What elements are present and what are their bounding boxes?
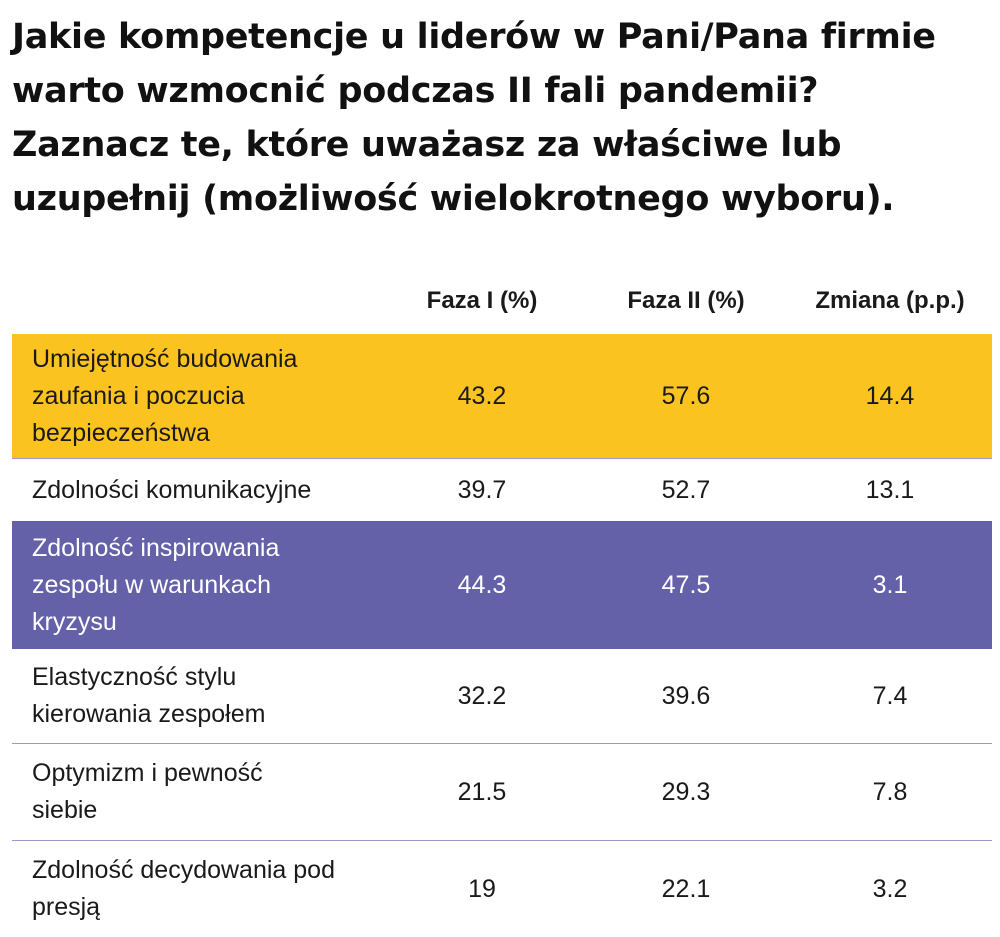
table-row-optimism: Optymizm i pewność siebie 21.5 29.3 7.8 — [12, 744, 992, 841]
row-faza-2: 57.6 — [661, 381, 711, 410]
row-faza-2: 22.1 — [661, 874, 711, 903]
row-label: Zdolność inspirowania zespołu w warunkac… — [32, 533, 280, 636]
row-faza-1: 32.2 — [457, 681, 507, 710]
row-faza-1: 43.2 — [457, 381, 507, 410]
row-label: Umiejętność budowania zaufania i poczuci… — [32, 344, 298, 447]
header-zmiana: Zmiana (p.p.) — [815, 287, 965, 314]
row-faza-1: 39.7 — [457, 475, 507, 504]
row-zmiana: 7.4 — [872, 681, 908, 710]
row-zmiana: 3.1 — [872, 570, 908, 599]
row-faza-2: 29.3 — [661, 777, 711, 806]
table-row-trust: Umiejętność budowania zaufania i poczuci… — [12, 334, 992, 459]
table-row-inspiring: Zdolność inspirowania zespołu w warunkac… — [12, 521, 992, 649]
competencies-table: Faza I (%) Faza II (%) Zmiana (p.p.) Umi… — [12, 268, 992, 937]
row-faza-1: 19 — [468, 874, 496, 903]
table-row-flexibility: Elastyczność stylu kierowania zespołem 3… — [12, 649, 992, 744]
header-faza-1: Faza I (%) — [426, 287, 538, 314]
row-faza-2: 47.5 — [661, 570, 711, 599]
row-label: Zdolności komunikacyjne — [32, 475, 312, 504]
row-faza-1: 21.5 — [457, 777, 507, 806]
row-faza-1: 44.3 — [457, 570, 507, 599]
row-zmiana: 7.8 — [872, 777, 908, 806]
table-row-communication: Zdolności komunikacyjne 39.7 52.7 13.1 — [12, 459, 992, 521]
table-header-row: Faza I (%) Faza II (%) Zmiana (p.p.) — [12, 268, 992, 334]
row-zmiana: 3.2 — [872, 874, 908, 903]
row-faza-2: 39.6 — [661, 681, 711, 710]
row-label: Elastyczność stylu kierowania zespołem — [32, 663, 266, 728]
table-row-decisions: Zdolność decydowania pod presją 19 22.1 … — [12, 841, 992, 937]
row-faza-2: 52.7 — [661, 475, 711, 504]
page-title: Jakie kompetencje u liderów w Pani/Pana … — [12, 17, 936, 219]
row-zmiana: 14.4 — [865, 381, 915, 410]
row-zmiana: 13.1 — [865, 475, 915, 504]
header-faza-2: Faza II (%) — [627, 287, 745, 314]
row-label: Zdolność decydowania pod presją — [32, 856, 335, 921]
row-label: Optymizm i pewność siebie — [32, 759, 263, 824]
